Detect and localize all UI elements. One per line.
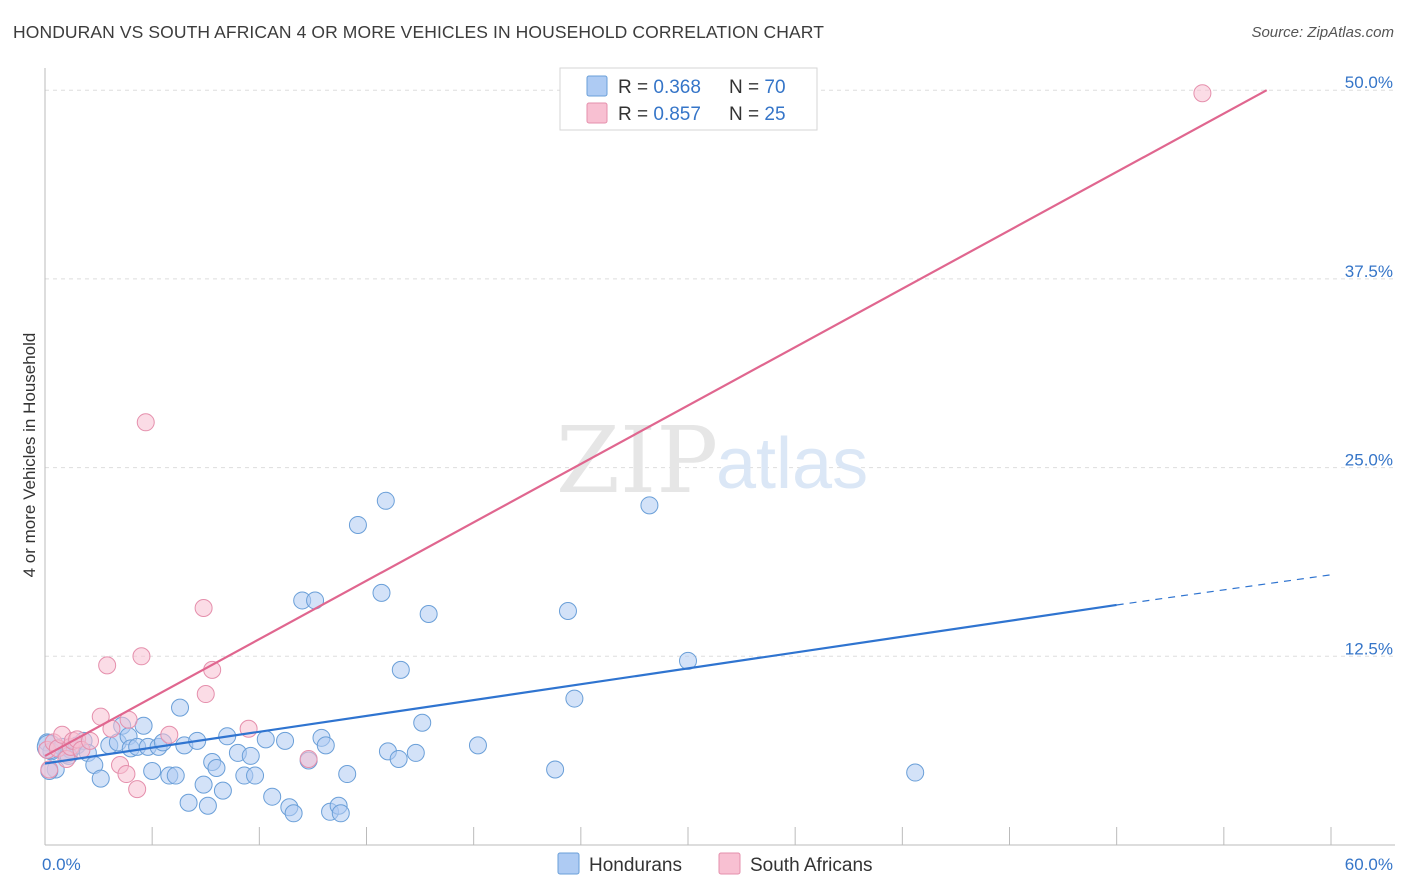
hondurans-point: [419, 605, 438, 624]
svg-text:N = 70: N = 70: [729, 77, 786, 98]
legend-r-value: 0.857: [653, 104, 701, 125]
hondurans-point: [348, 515, 367, 534]
series-legend: Hondurans South Africans: [557, 852, 873, 876]
south-africans-point: [194, 598, 213, 617]
hondurans-point: [468, 736, 487, 755]
south-africans-point: [132, 647, 151, 666]
watermark-atlas: atlas: [716, 424, 868, 504]
legend-n-value: 25: [764, 104, 785, 125]
hondurans-point: [276, 731, 295, 750]
hondurans-point: [546, 760, 565, 779]
svg-text:N = 25: N = 25: [729, 104, 786, 125]
legend-n-value: 70: [764, 77, 785, 98]
hondurans-point: [198, 796, 217, 815]
hondurans-point: [406, 743, 425, 762]
hondurans-point: [213, 781, 232, 800]
legend-n-label: N =: [729, 77, 764, 98]
hondurans-point: [194, 775, 213, 794]
axes: 12.5% 25.0% 37.5% 50.0% 0.0% 60.0%: [42, 68, 1395, 874]
legend-swatch-pink: [586, 102, 608, 124]
hondurans-point: [640, 496, 659, 515]
hondurans-point: [207, 759, 226, 778]
watermark: ZIP atlas: [556, 407, 868, 514]
trend-line-south-africans: [44, 89, 1268, 757]
series-legend-swatch-south-africans: [718, 852, 741, 875]
legend-r-value: 0.368: [653, 77, 701, 98]
hondurans-point: [316, 736, 335, 755]
series-legend-label-south-africans: South Africans: [750, 855, 873, 876]
series-legend-swatch-hondurans: [557, 852, 580, 875]
south-africans-point: [98, 656, 117, 675]
stats-legend: R = 0.368 N = 70 R = 0.857 N = 25: [559, 67, 818, 131]
hondurans-point: [246, 766, 265, 785]
south-africans-point: [40, 760, 59, 779]
south-africans-point: [128, 780, 147, 799]
hondurans-point: [565, 689, 584, 708]
hondurans-point: [331, 804, 350, 823]
series-legend-label-hondurans: Hondurans: [589, 855, 682, 876]
hondurans-point: [166, 766, 185, 785]
legend-n-label: N =: [729, 104, 764, 125]
hondurans-point: [179, 793, 198, 812]
hondurans-point: [284, 804, 303, 823]
hondurans-point: [256, 730, 275, 749]
y-tick-label: 25.0%: [1345, 451, 1393, 470]
legend-r-label: R =: [618, 104, 653, 125]
trend-line-hondurans-extension: [1116, 574, 1332, 606]
hondurans-point: [263, 787, 282, 806]
source-credit: Source: ZipAtlas.com: [1251, 24, 1394, 41]
hondurans-point: [413, 713, 432, 732]
chart-title: HONDURAN VS SOUTH AFRICAN 4 OR MORE VEHI…: [13, 22, 824, 42]
hondurans-point: [372, 583, 391, 602]
hondurans-point: [241, 746, 260, 765]
hondurans-point: [171, 698, 190, 717]
x-tick-label: 60.0%: [1345, 855, 1393, 874]
south-africans-point: [196, 685, 215, 704]
y-axis-label: 4 or more Vehicles in Household: [20, 333, 39, 578]
south-africans-point: [117, 765, 136, 784]
series-south-africans-points: [38, 84, 1212, 799]
hondurans-point: [391, 660, 410, 679]
hondurans-point: [91, 769, 110, 788]
gridlines: [45, 89, 1395, 657]
hondurans-point: [558, 602, 577, 621]
y-tick-label: 12.5%: [1345, 639, 1393, 658]
y-tick-label: 50.0%: [1345, 73, 1393, 92]
svg-text:R = 0.368: R = 0.368: [618, 77, 701, 98]
hondurans-point: [143, 762, 162, 781]
hondurans-point: [906, 763, 925, 782]
trend-lines: [44, 89, 1332, 765]
trend-line-hondurans: [44, 603, 1117, 765]
watermark-zip: ZIP: [556, 407, 718, 514]
y-tick-label: 37.5%: [1345, 262, 1393, 281]
south-africans-point: [160, 725, 179, 744]
south-africans-point: [136, 413, 155, 432]
hondurans-point: [376, 491, 395, 510]
legend-r-label: R =: [618, 77, 653, 98]
south-africans-point: [299, 749, 318, 768]
x-tick-label: 0.0%: [42, 855, 81, 874]
hondurans-point: [338, 765, 357, 784]
svg-text:R = 0.857: R = 0.857: [618, 104, 701, 125]
legend-swatch-blue: [586, 75, 608, 97]
south-africans-point: [1193, 84, 1212, 103]
hondurans-point: [134, 716, 153, 735]
hondurans-point: [389, 749, 408, 768]
series-hondurans-points: [36, 491, 925, 823]
